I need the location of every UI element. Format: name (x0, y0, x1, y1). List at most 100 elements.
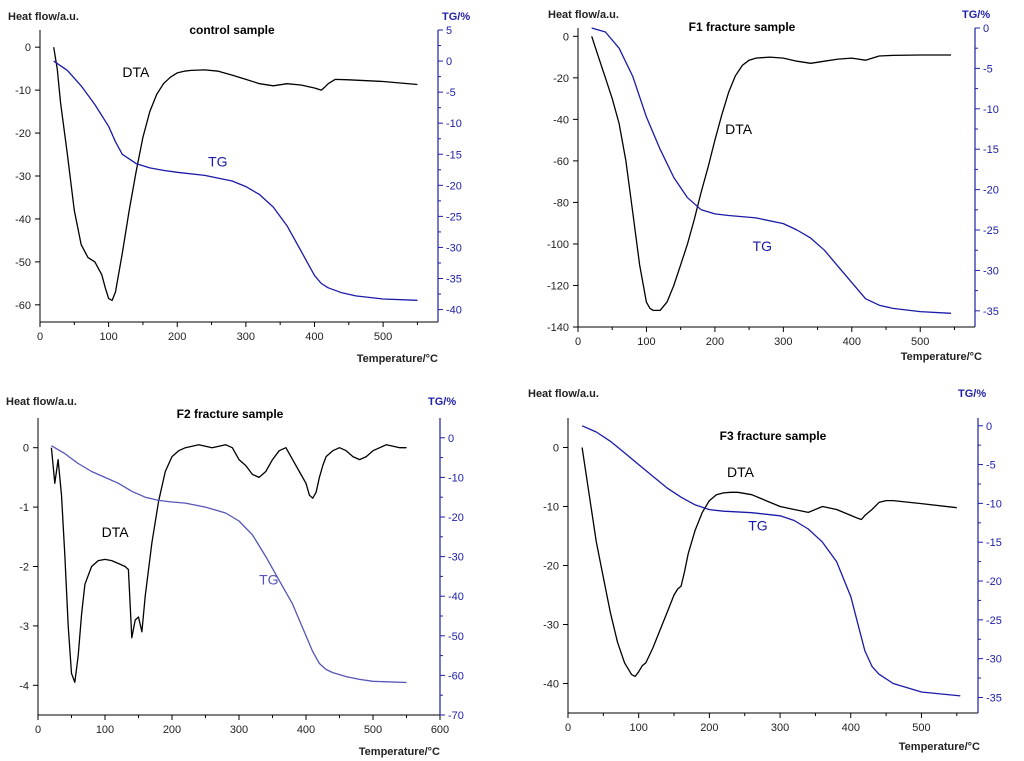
left-y-tick-label: -50 (15, 257, 31, 269)
left-y-tick-label: -20 (15, 128, 31, 140)
x-tick-label: 200 (706, 336, 724, 348)
right-y-tick-label: -60 (448, 670, 464, 682)
left-y-tick-label: -60 (15, 300, 31, 312)
left-y-axis-title: Heat flow/a.u. (8, 11, 79, 23)
left-y-tick-label: -40 (543, 679, 559, 691)
x-tick-label: 100 (630, 722, 648, 734)
series-line-tg (581, 425, 961, 697)
series-label-tg: TG (753, 238, 772, 254)
left-y-tick-label: -60 (553, 156, 569, 168)
right-y-tick-label: -20 (986, 576, 1002, 588)
right-y-tick-label: -10 (986, 498, 1002, 510)
x-axis-title: Temperature/°C (901, 351, 982, 363)
right-y-tick-label: -15 (446, 149, 462, 161)
x-tick-label: 300 (771, 722, 789, 734)
left-y-tick-label: -4 (19, 680, 29, 692)
right-y-tick-label: -30 (983, 265, 999, 277)
x-axis-title: Temperature/°C (357, 353, 438, 365)
chart-panel-3: 0 100 200 300 400 500 6000-1-2-3-40-10-20-30-4… (6, 396, 464, 758)
right-y-tick-label: -25 (446, 211, 462, 223)
right-y-tick-label: -15 (983, 144, 999, 156)
left-y-tick-label: -40 (553, 114, 569, 126)
series-line-dta (591, 36, 951, 312)
right-y-tick-label: -25 (983, 225, 999, 237)
left-y-tick-label: -120 (547, 280, 569, 292)
x-tick-label: 600 (431, 724, 449, 736)
right-y-tick-label: -30 (986, 654, 1002, 666)
x-tick-label: 400 (305, 331, 323, 343)
left-y-tick-label: -80 (553, 197, 569, 209)
series-line-dta (53, 47, 418, 302)
series-label-tg: TG (208, 154, 227, 170)
left-y-tick-label: -10 (15, 85, 31, 97)
left-y-tick-label: 0 (25, 42, 31, 54)
chart-title: control sample (189, 23, 275, 37)
left-y-axis-title: Heat flow/a.u. (548, 9, 619, 21)
x-tick-label: 0 (37, 331, 43, 343)
chart-title: F1 fracture sample (689, 20, 796, 34)
left-y-axis-title: Heat flow/a.u. (528, 388, 599, 400)
x-tick-label: 100 (637, 336, 655, 348)
left-y-tick-label: 0 (563, 31, 569, 43)
left-y-tick-label: -1 (19, 502, 29, 514)
right-y-tick-label: -35 (986, 692, 1002, 704)
left-y-tick-label: -30 (543, 620, 559, 632)
chart-panel-1: 0 100 200 300 400 500 0 -10 -20 -30 -40 -50 -60 5 0 -5 -… (8, 11, 470, 365)
x-tick-label: 300 (230, 724, 248, 736)
right-y-tick-label: -35 (983, 306, 999, 318)
left-y-tick-label: -3 (19, 621, 29, 633)
chart-title: F3 fracture sample (720, 429, 827, 443)
left-y-tick-label: -2 (19, 562, 29, 574)
right-y-axis-title: TG/% (962, 9, 990, 21)
left-y-tick-label: -40 (15, 214, 31, 226)
right-y-tick-label: 0 (983, 23, 989, 35)
right-y-tick-label: -50 (448, 631, 464, 643)
x-tick-label: 500 (911, 336, 929, 348)
series-label-dta: DTA (122, 64, 150, 80)
x-tick-label: 100 (96, 724, 114, 736)
chart-title: F2 fracture sample (177, 407, 284, 421)
series-line-tg (51, 445, 407, 684)
x-tick-label: 100 (99, 331, 117, 343)
series-label-dta: DTA (102, 524, 130, 540)
right-y-tick-label: 0 (448, 433, 454, 445)
x-tick-label: 500 (912, 722, 930, 734)
right-y-tick-label: -70 (448, 710, 464, 722)
x-tick-label: 500 (374, 331, 392, 343)
left-y-tick-label: -100 (547, 239, 569, 251)
right-y-tick-label: -10 (448, 472, 464, 484)
series-line-tg (591, 27, 952, 314)
right-y-tick-label: 5 (446, 25, 452, 37)
x-tick-label: 200 (700, 722, 718, 734)
series-label-dta: DTA (725, 121, 753, 137)
right-y-tick-label: -40 (448, 591, 464, 603)
left-y-tick-label: -140 (547, 322, 569, 334)
right-y-tick-label: -20 (983, 185, 999, 197)
series-line-dta (50, 444, 407, 683)
x-tick-label: 400 (843, 336, 861, 348)
x-axis-title: Temperature/°C (899, 741, 980, 753)
right-y-tick-label: 0 (446, 56, 452, 68)
right-y-tick-label: -5 (983, 63, 993, 75)
x-tick-label: 0 (575, 336, 581, 348)
series-line-dta (581, 447, 957, 678)
x-tick-label: 200 (163, 724, 181, 736)
left-y-tick-label: -10 (543, 502, 559, 514)
series-label-dta: DTA (727, 464, 755, 480)
chart-panel-2: 0 100 200 300 400 5000-20-40-60-80-100-120-14… (547, 9, 999, 363)
left-y-axis-title: Heat flow/a.u. (6, 396, 77, 408)
right-y-tick-label: 0 (986, 421, 992, 433)
right-y-tick-label: -20 (446, 180, 462, 192)
series-line-tg (53, 60, 418, 301)
right-y-tick-label: -30 (446, 242, 462, 254)
x-tick-label: 200 (168, 331, 186, 343)
left-y-tick-label: -20 (553, 73, 569, 85)
x-tick-label: 400 (297, 724, 315, 736)
right-y-tick-label: -15 (986, 537, 1002, 549)
right-y-tick-label: -10 (446, 118, 462, 130)
left-y-tick-label: -30 (15, 171, 31, 183)
right-y-tick-label: -10 (983, 104, 999, 116)
right-y-tick-label: -30 (448, 552, 464, 564)
right-y-tick-label: -40 (446, 305, 462, 317)
